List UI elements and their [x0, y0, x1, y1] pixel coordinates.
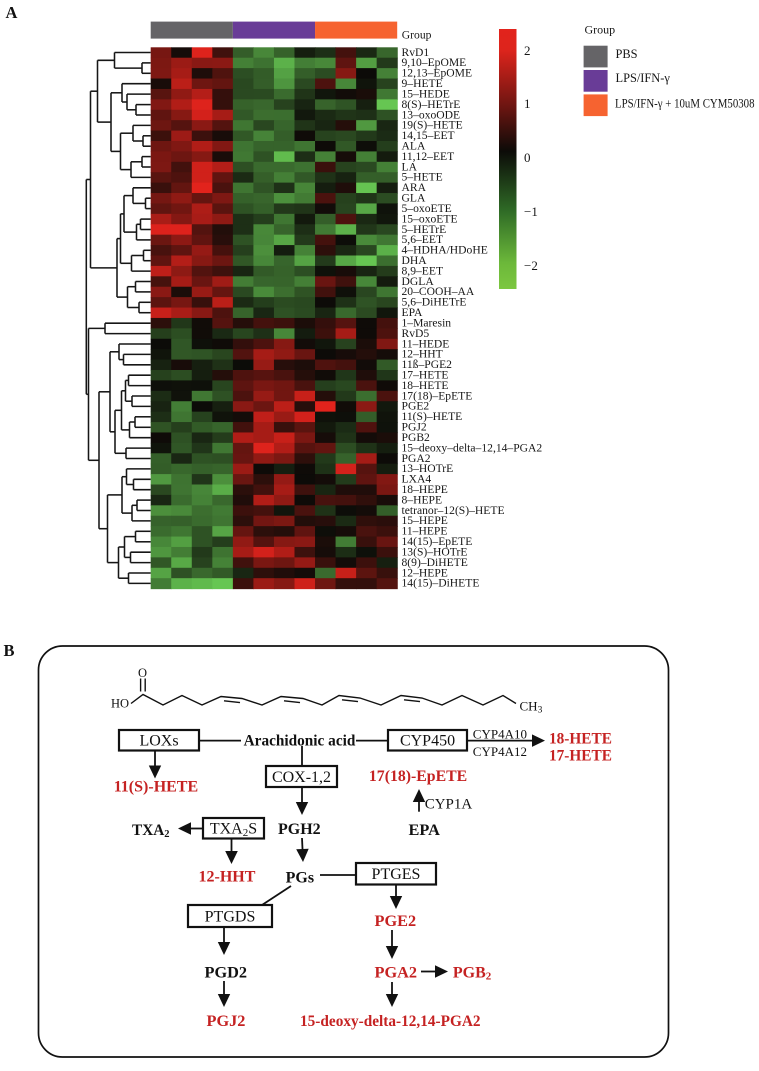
svg-text:LXA4: LXA4 — [402, 473, 432, 486]
svg-text:8–HEPE: 8–HEPE — [402, 493, 443, 506]
svg-text:15–HEPE: 15–HEPE — [402, 514, 448, 527]
svg-text:18-HETE: 18-HETE — [549, 731, 612, 748]
svg-text:PGB2: PGB2 — [453, 965, 492, 983]
svg-text:5–HETrE: 5–HETrE — [402, 223, 447, 236]
svg-text:15–oxoETE: 15–oxoETE — [402, 212, 458, 225]
svg-text:ALA: ALA — [402, 140, 426, 153]
svg-text:PGH2: PGH2 — [278, 821, 321, 838]
svg-text:13–HOTrE: 13–HOTrE — [402, 462, 454, 475]
svg-text:Arachidonic acid: Arachidonic acid — [244, 733, 356, 750]
svg-text:17-HETE: 17-HETE — [549, 747, 612, 764]
svg-text:12,13–EpOME: 12,13–EpOME — [402, 67, 473, 80]
svg-text:COX-1,2: COX-1,2 — [272, 769, 331, 786]
svg-text:RvD1: RvD1 — [402, 46, 430, 59]
svg-text:12–HEPE: 12–HEPE — [402, 566, 448, 579]
svg-text:PGJ2: PGJ2 — [207, 1011, 246, 1030]
svg-text:HO: HO — [111, 697, 129, 711]
svg-text:LOXs: LOXs — [139, 733, 178, 750]
svg-text:20–COOH–AA: 20–COOH–AA — [402, 285, 475, 298]
svg-text:11–HEPE: 11–HEPE — [402, 525, 448, 538]
svg-text:CH3: CH3 — [520, 699, 543, 716]
svg-text:18–HEPE: 18–HEPE — [402, 483, 448, 496]
svg-text:Group: Group — [585, 23, 616, 37]
svg-text:15–deoxy–delta–12,14–PGA2: 15–deoxy–delta–12,14–PGA2 — [402, 441, 543, 454]
svg-text:PGA2: PGA2 — [402, 452, 431, 465]
svg-text:11(S)–HETE: 11(S)–HETE — [402, 410, 463, 423]
svg-text:12–HHT: 12–HHT — [402, 348, 443, 361]
svg-text:17(18)-EpETE: 17(18)-EpETE — [369, 768, 467, 785]
svg-text:PBS: PBS — [616, 47, 638, 61]
svg-text:CYP1A: CYP1A — [425, 797, 473, 813]
svg-text:RvD5: RvD5 — [402, 327, 430, 340]
svg-text:LA: LA — [402, 160, 418, 173]
svg-text:PGs: PGs — [286, 870, 314, 887]
svg-text:8,9–EET: 8,9–EET — [402, 264, 444, 277]
svg-text:PTGDS: PTGDS — [205, 908, 256, 925]
svg-text:PGE2: PGE2 — [402, 400, 430, 413]
svg-text:5,6–DiHETrE: 5,6–DiHETrE — [402, 296, 467, 309]
svg-text:14(15)–EpETE: 14(15)–EpETE — [402, 535, 473, 548]
svg-text:Group: Group — [402, 28, 432, 41]
svg-text:O: O — [138, 666, 147, 680]
svg-text:DHA: DHA — [402, 254, 428, 267]
svg-text:PTGES: PTGES — [372, 866, 421, 883]
svg-text:1: 1 — [524, 96, 531, 111]
svg-text:PGA2: PGA2 — [375, 963, 418, 982]
svg-text:15-deoxy-delta-12,14-PGA2: 15-deoxy-delta-12,14-PGA2 — [300, 1013, 481, 1030]
svg-text:PGJ2: PGJ2 — [402, 421, 427, 434]
svg-text:PGB2: PGB2 — [402, 431, 431, 444]
svg-text:15–HEDE: 15–HEDE — [402, 87, 450, 100]
svg-text:17–HETE: 17–HETE — [402, 369, 449, 382]
svg-text:CYP450: CYP450 — [400, 733, 455, 750]
svg-text:8(S)–HETrE: 8(S)–HETrE — [402, 98, 461, 111]
svg-text:CYP4A10: CYP4A10 — [473, 727, 527, 742]
svg-text:12-HHT: 12-HHT — [199, 869, 256, 886]
svg-text:5–oxoETE: 5–oxoETE — [402, 202, 452, 215]
svg-text:EPA: EPA — [409, 820, 441, 839]
svg-text:17(18)–EpETE: 17(18)–EpETE — [402, 389, 473, 402]
svg-text:11–HEDE: 11–HEDE — [402, 337, 450, 350]
svg-text:0: 0 — [524, 150, 531, 165]
svg-text:5–HETE: 5–HETE — [402, 171, 443, 184]
svg-text:13–oxoODE: 13–oxoODE — [402, 108, 461, 121]
svg-text:CYP4A12: CYP4A12 — [473, 744, 527, 759]
svg-text:−1: −1 — [524, 204, 538, 219]
svg-text:tetranor–12(S)–HETE: tetranor–12(S)–HETE — [402, 504, 505, 517]
svg-text:LPS/IFN-γ: LPS/IFN-γ — [616, 71, 671, 85]
svg-text:PGE2: PGE2 — [375, 911, 417, 930]
svg-text:EPA: EPA — [402, 306, 423, 319]
svg-text:TXA2: TXA2 — [132, 822, 170, 840]
svg-text:14,15–EET: 14,15–EET — [402, 129, 455, 142]
svg-text:PGD2: PGD2 — [205, 963, 248, 982]
svg-text:DGLA: DGLA — [402, 275, 435, 288]
svg-text:1–Maresin: 1–Maresin — [402, 317, 452, 330]
svg-text:8(9)–DiHETE: 8(9)–DiHETE — [402, 556, 468, 569]
svg-text:5,6–EET: 5,6–EET — [402, 233, 444, 246]
svg-text:TXA2S: TXA2S — [210, 821, 257, 840]
svg-text:19(S)–HETE: 19(S)–HETE — [402, 119, 463, 132]
svg-text:GLA: GLA — [402, 192, 426, 205]
svg-text:18–HETE: 18–HETE — [402, 379, 449, 392]
svg-text:2: 2 — [524, 43, 531, 58]
svg-text:11(S)-HETE: 11(S)-HETE — [114, 779, 198, 796]
svg-text:9–HETE: 9–HETE — [402, 77, 443, 90]
svg-text:13(S)–HOTrE: 13(S)–HOTrE — [402, 546, 468, 559]
svg-text:LPS/IFN-γ + 10uM CYM50308: LPS/IFN-γ + 10uM CYM50308 — [615, 97, 755, 111]
svg-text:−2: −2 — [524, 258, 538, 273]
svg-text:ARA: ARA — [402, 181, 427, 194]
svg-text:11ß–PGE2: 11ß–PGE2 — [402, 358, 453, 371]
svg-text:11,12–EET: 11,12–EET — [402, 150, 455, 163]
svg-text:9,10–EpOME: 9,10–EpOME — [402, 56, 467, 69]
svg-text:4–HDHA/HDoHE: 4–HDHA/HDoHE — [402, 244, 488, 257]
svg-text:14(15)–DiHETE: 14(15)–DiHETE — [402, 577, 480, 590]
